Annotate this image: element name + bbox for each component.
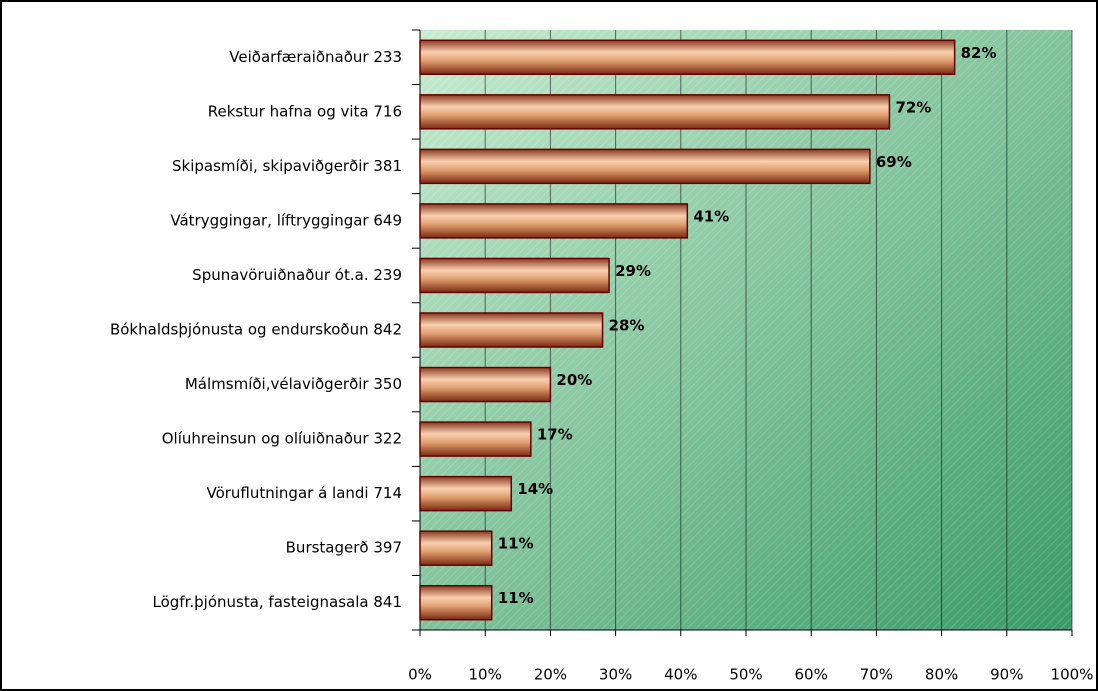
y-tick-label: Bókhaldsþjónusta og endurskoðun 842 [110,321,402,339]
y-tick-label: Skipasmíði, skipaviðgerðir 381 [172,157,402,175]
y-tick-label: Olíuhreinsun og olíuiðnaður 322 [162,430,402,448]
value-label: 29% [615,262,651,280]
y-tick-label: Veiðarfæraiðnaður 233 [229,48,402,66]
value-label: 72% [895,98,931,116]
bar [419,257,610,294]
y-tick-label: Rekstur hafna og vita 716 [208,102,402,120]
x-tick-label: 90% [990,666,1023,684]
bar [419,148,871,185]
value-label: 11% [498,589,534,607]
y-tick-label: Burstagerð 397 [286,539,402,557]
bar [419,39,956,76]
bar [419,475,513,512]
bar [419,366,552,403]
y-tick-label: Málmsmíði,vélaviðgerðir 350 [185,375,402,393]
x-tick-label: 20% [534,666,567,684]
x-tick-label: 30% [599,666,632,684]
x-tick-label: 100% [1051,666,1094,684]
bar [419,584,493,621]
value-label: 69% [876,153,912,171]
y-tick-label: Vöruflutningar á landi 714 [206,484,402,502]
value-label: 14% [517,480,553,498]
bar [419,94,891,130]
value-label: 20% [556,371,592,389]
bar [419,530,493,566]
x-tick-label: 50% [729,666,762,684]
value-label: 41% [693,207,729,225]
x-tick-label: 10% [469,666,502,684]
y-tick-label: Lögfr.þjónusta, fasteignasala 841 [153,593,403,611]
x-tick-label: 0% [408,666,432,684]
x-tick-label: 70% [860,666,893,684]
value-label: 28% [609,317,645,335]
value-label: 17% [537,426,573,444]
bar [419,203,689,239]
x-tick-label: 60% [795,666,828,684]
y-tick-label: Vátryggingar, líftryggingar 649 [170,211,402,229]
bar [419,421,532,457]
bar [419,312,604,348]
value-label: 82% [961,44,997,62]
x-tick-label: 40% [664,666,697,684]
y-tick-label: Spunavöruiðnaður ót.a. 239 [192,266,402,284]
x-tick-label: 80% [925,666,958,684]
value-label: 11% [498,535,534,553]
